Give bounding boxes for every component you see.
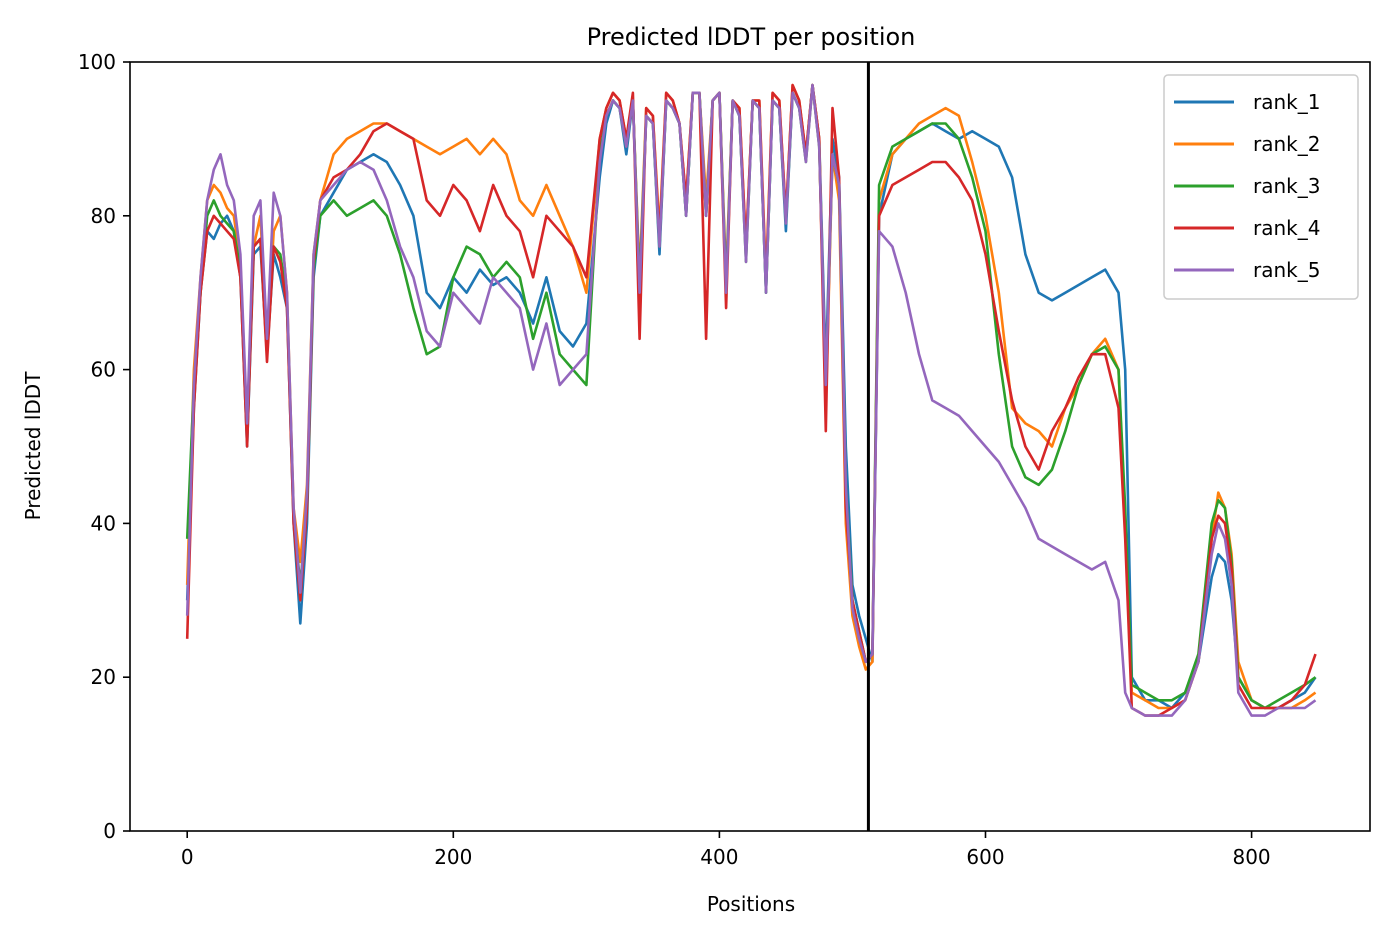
x-tick-label: 200	[434, 845, 472, 869]
plot-area	[185, 83, 1317, 717]
x-tick-label: 0	[181, 845, 194, 869]
y-tick-label: 40	[91, 511, 116, 535]
x-axis-ticks: 0 200 400 600 800	[181, 831, 1271, 869]
legend-label-rank_4: rank_4	[1253, 216, 1320, 240]
y-tick-label: 100	[78, 50, 116, 74]
legend-label-rank_2: rank_2	[1253, 132, 1320, 156]
axes-frame	[129, 61, 1371, 832]
y-axis-label: Predicted lDDT	[21, 371, 45, 521]
chart-title: Predicted lDDT per position	[587, 23, 916, 51]
x-tick-label: 600	[966, 845, 1004, 869]
y-tick-label: 60	[91, 358, 116, 382]
x-tick-label: 800	[1232, 845, 1270, 869]
x-axis-label: Positions	[707, 892, 795, 916]
legend-label-rank_1: rank_1	[1253, 90, 1320, 114]
y-tick-label: 0	[103, 819, 116, 843]
legend-box	[1163, 74, 1359, 300]
legend-label-rank_5: rank_5	[1253, 258, 1320, 282]
y-axis-ticks: 0 20 40 60 80 100	[78, 50, 130, 843]
legend: rank_1 rank_2 rank_3 rank_4 rank_5	[1163, 74, 1359, 300]
axes-border	[129, 61, 1371, 832]
x-tick-label: 400	[700, 845, 738, 869]
y-tick-label: 20	[91, 665, 116, 689]
y-tick-label: 80	[91, 204, 116, 228]
series-line-rank_5	[185, 83, 1317, 717]
legend-label-rank_3: rank_3	[1253, 174, 1320, 198]
